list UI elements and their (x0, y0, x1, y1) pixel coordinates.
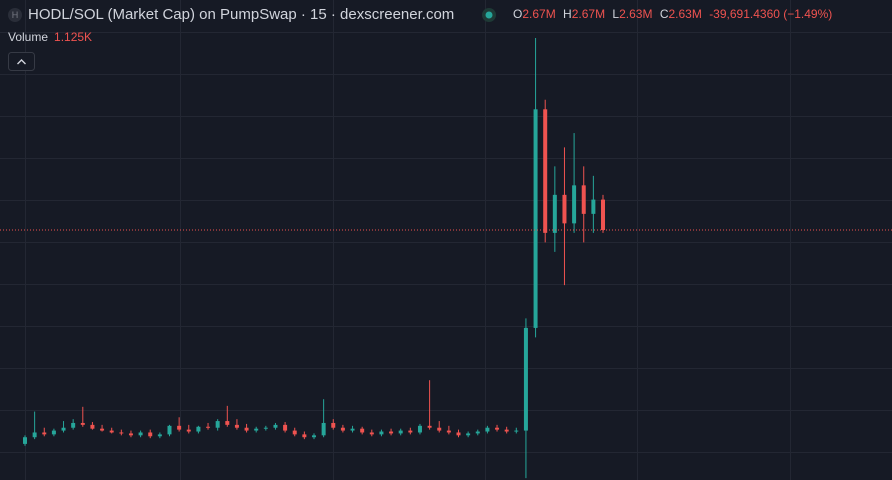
candle-body (157, 434, 162, 437)
candle-body (379, 431, 384, 435)
grid-vertical (25, 0, 791, 480)
candle-body (23, 437, 27, 444)
candle-body (475, 431, 480, 434)
candle-body (292, 430, 297, 435)
candle-body (389, 431, 394, 434)
symbol-icon-text: H (12, 10, 19, 20)
candle-body (369, 432, 374, 435)
candle-body (100, 428, 105, 431)
h-label: H (563, 7, 572, 21)
candle-body (186, 429, 191, 432)
candle-body (273, 424, 278, 428)
change: -39,691.4360 (−1.49%) (709, 7, 832, 21)
volume-value: 1.125K (54, 30, 92, 44)
l-label: L (612, 7, 619, 21)
candle-body (466, 433, 471, 436)
candle-body (340, 427, 345, 431)
candle-body (119, 432, 124, 434)
chart-title: HODL/SOL (Market Cap) on PumpSwap · 15 ·… (28, 6, 454, 23)
candle-body (562, 194, 567, 224)
candle-body (446, 430, 451, 433)
candle-body (572, 185, 577, 224)
h-value: 2.67M (572, 7, 605, 21)
o-label: O (513, 7, 522, 21)
status-dot (485, 11, 493, 19)
candle-body (331, 422, 336, 428)
candle-body (225, 421, 230, 425)
candle-body (109, 430, 114, 433)
candles (0, 38, 892, 479)
candle-body (263, 427, 268, 429)
candle-body (51, 430, 56, 435)
candle-body (456, 432, 461, 436)
candle-body (514, 430, 519, 432)
candle-body (427, 425, 432, 428)
candle-body (283, 424, 288, 431)
candle-body (601, 199, 605, 231)
candle-body (543, 109, 548, 233)
candle-body (350, 428, 355, 431)
candle-body (254, 428, 259, 431)
l-value: 2.63M (619, 7, 652, 21)
candle-body (206, 426, 211, 428)
candle-body (128, 433, 133, 436)
candle-body (244, 427, 249, 431)
candle-body (360, 428, 365, 433)
candle-body (71, 422, 76, 428)
collapse-button[interactable] (8, 52, 35, 71)
candle-body (398, 430, 403, 434)
candle-body (437, 427, 442, 431)
candle-body (234, 424, 239, 428)
candle-body (417, 425, 422, 433)
candle-body (581, 185, 586, 214)
candle-body (495, 427, 500, 430)
candle-body (591, 199, 596, 214)
ohlc-legend: O2.67M H2.67M L2.63M C2.63M -39,691.4360… (513, 7, 832, 21)
candle-body (148, 432, 153, 437)
candle-body (533, 109, 538, 328)
volume-title: Volume (8, 30, 48, 44)
candle-body (321, 422, 326, 436)
candle-body (196, 426, 201, 432)
c-value: 2.63M (668, 7, 701, 21)
volume-label: Volume 1.125K (8, 30, 92, 44)
candle-body (504, 429, 509, 432)
candle-body (177, 425, 182, 430)
candle-body (32, 432, 37, 438)
candle-body (302, 434, 307, 438)
candle-body (408, 430, 413, 433)
symbol-icon (8, 8, 22, 22)
candle-body (523, 327, 528, 431)
candle-body (215, 421, 220, 428)
candle-body (90, 424, 95, 429)
c-label: C (660, 7, 669, 21)
candle-body (61, 427, 66, 431)
candle-body (167, 425, 172, 435)
o-value: 2.67M (522, 7, 555, 21)
candle-body (42, 432, 47, 435)
candle-body (312, 435, 316, 438)
candle-body (138, 432, 143, 436)
candle-body (80, 422, 85, 425)
candle-body (552, 194, 557, 233)
candle-body (485, 427, 490, 432)
